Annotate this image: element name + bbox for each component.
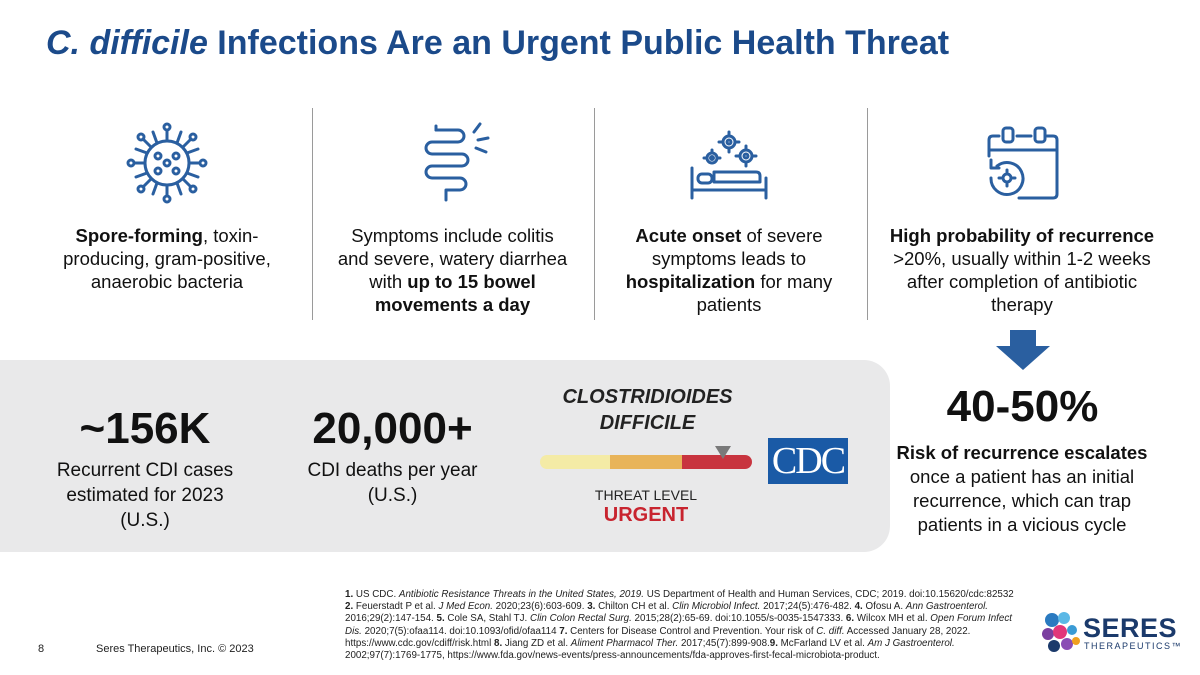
text-run: 3. [587,601,596,613]
text-run: Open Forum Infect Dis. [345,613,1012,637]
threat-bar-high [682,455,752,469]
text-run: Cole SA, Stahl TJ. [444,613,530,625]
divider [867,108,868,320]
text-run: Ofosu A. [862,601,906,613]
feature-column-4: High probability of recurrence >20%, usu… [888,108,1156,320]
page-number: 8 [38,643,45,655]
text-run: Ann Gastroenterol. [905,601,989,613]
text-run: Antibiotic Resistance Threats in the Uni… [398,589,644,600]
text-run: of severe symptoms leads to [651,225,823,269]
stat-cases-value: ~156K [79,404,211,453]
text-run: Clin Microbiol Infect. [672,601,761,613]
text-run: US CDC. [353,589,399,600]
text-run: 2002;97(7):1769-1775, https://www.fda.go… [345,650,880,662]
logo-sub: THERAPEUTICS™ [1084,641,1183,651]
text-run: hospitalization [625,271,756,292]
text-run: 9. [769,637,778,649]
text-run: 7. [559,625,568,637]
text-run: 8. [494,637,503,649]
text-run: Jiang ZD et al. [502,637,571,649]
title-italic: C. difficile [46,24,208,62]
text-run: High probability of recurrence [889,225,1155,246]
text-run: Feuerstadt P et al. [353,601,439,613]
text-run: 5. [436,613,445,625]
threat-name-line2: DIFFICILE [599,412,696,434]
text-run: >20%, usually within 1-2 weeks after com… [893,248,1151,315]
text-run: Symptoms include colitis and severe, wat… [337,225,568,292]
text-run: 2. [345,601,354,613]
text-run: US Department of Health and Human Servic… [643,589,1014,600]
stat-deaths-value: 20,000+ [312,404,473,453]
text-run: Am J Gastroenterol. [867,637,955,649]
feature-column-2: Symptoms include colitis and severe, wat… [335,108,570,320]
text-run: , toxin-producing, gram-positive, anaero… [63,225,271,292]
recurrence-text: Risk of recurrence escalates once a pati… [892,441,1152,537]
title-rest: Infections Are an Urgent Public Health T… [207,24,950,62]
threat-name-line1: CLOSTRIDIOIDES [562,386,733,408]
feature-text-1: Spore-forming, toxin-producing, gram-pos… [52,224,282,293]
text-run: Centers for Disease Control and Preventi… [567,625,817,637]
text-run: 2017;45(7):899-908. [678,637,770,649]
text-run: 6. [845,613,855,625]
text-run: C. diff. [816,625,845,637]
feature-text-4: High probability of recurrence >20%, usu… [888,224,1156,316]
threat-organism-name: CLOSTRIDIOIDES DIFFICILE [530,384,765,436]
text-run: 2020;23(6):603-609. [492,601,588,613]
recurrence-value: 40-50% [946,382,1099,431]
text-run: for many patients [696,271,833,315]
text-run: up to 15 bowel movements a day [374,271,536,315]
down-arrow-icon [996,330,1050,370]
cdc-logo: CDC [768,438,848,484]
hospital-bed-icon [690,130,768,200]
threat-indicator-icon [715,446,731,459]
divider [594,108,595,320]
recurrence-rest: once a patient has an initial recurrence… [909,466,1135,535]
calendar-recurrence-icon [987,126,1059,200]
text-run: 1. [345,589,354,600]
stat-cases: ~156K Recurrent CDI cases estimated for … [45,404,245,533]
text-run: 2015;28(2):65-69. doi:10.1055/s-0035-154… [631,613,846,625]
feature-column-1: Spore-forming, toxin-producing, gram-pos… [52,108,282,320]
text-run: Accessed January 28, 2022. https://www.c… [345,625,971,649]
feature-text-2: Symptoms include colitis and severe, wat… [335,224,570,316]
logo-word: SERES [1083,613,1178,643]
text-run: Spore-forming [75,225,203,246]
text-run: McFarland LV et al. [777,637,868,649]
stat-cases-label: Recurrent CDI cases estimated for 2023 (… [56,460,234,531]
stat-deaths-label: CDI deaths per year (U.S.) [307,460,478,506]
text-run: 4. [854,601,863,613]
references: 1. US CDC. Antibiotic Resistance Threats… [345,589,1015,662]
feature-text-3: Acute onset of severe symptoms leads to … [615,224,843,316]
feature-column-3: Acute onset of severe symptoms leads to … [615,108,843,320]
intestine-icon [424,122,489,202]
text-run: 2017;24(5):476-482. [760,601,855,613]
divider [312,108,313,320]
text-run: 2016;29(2):147-154. [345,613,437,625]
text-run: Wilcox MH et al. [854,613,931,625]
recurrence-bold: Risk of recurrence escalates [896,442,1148,463]
text-run: Chilton CH et al. [595,601,673,613]
threat-bar-low [540,455,610,469]
page-title: C. difficile Infections Are an Urgent Pu… [46,24,949,63]
threat-level-label: THREAT LEVEL [594,487,698,503]
threat-level-value: URGENT [603,504,689,526]
bacteria-icon [126,122,208,204]
threat-bar-mid [610,455,682,469]
text-run: J Med Econ. [438,601,493,613]
text-run: Clin Colon Rectal Surg. [530,613,632,625]
copyright: Seres Therapeutics, Inc. © 2023 [96,643,254,655]
text-run: Aliment Pharmacol Ther. [570,637,679,649]
text-run: 2020;7(5):ofaa114. doi:10.1093/ofid/ofaa… [361,625,560,637]
stat-deaths: 20,000+ CDI deaths per year (U.S.) [290,404,495,508]
seres-logo-icon [1042,612,1080,652]
text-run: Acute onset [635,225,742,246]
